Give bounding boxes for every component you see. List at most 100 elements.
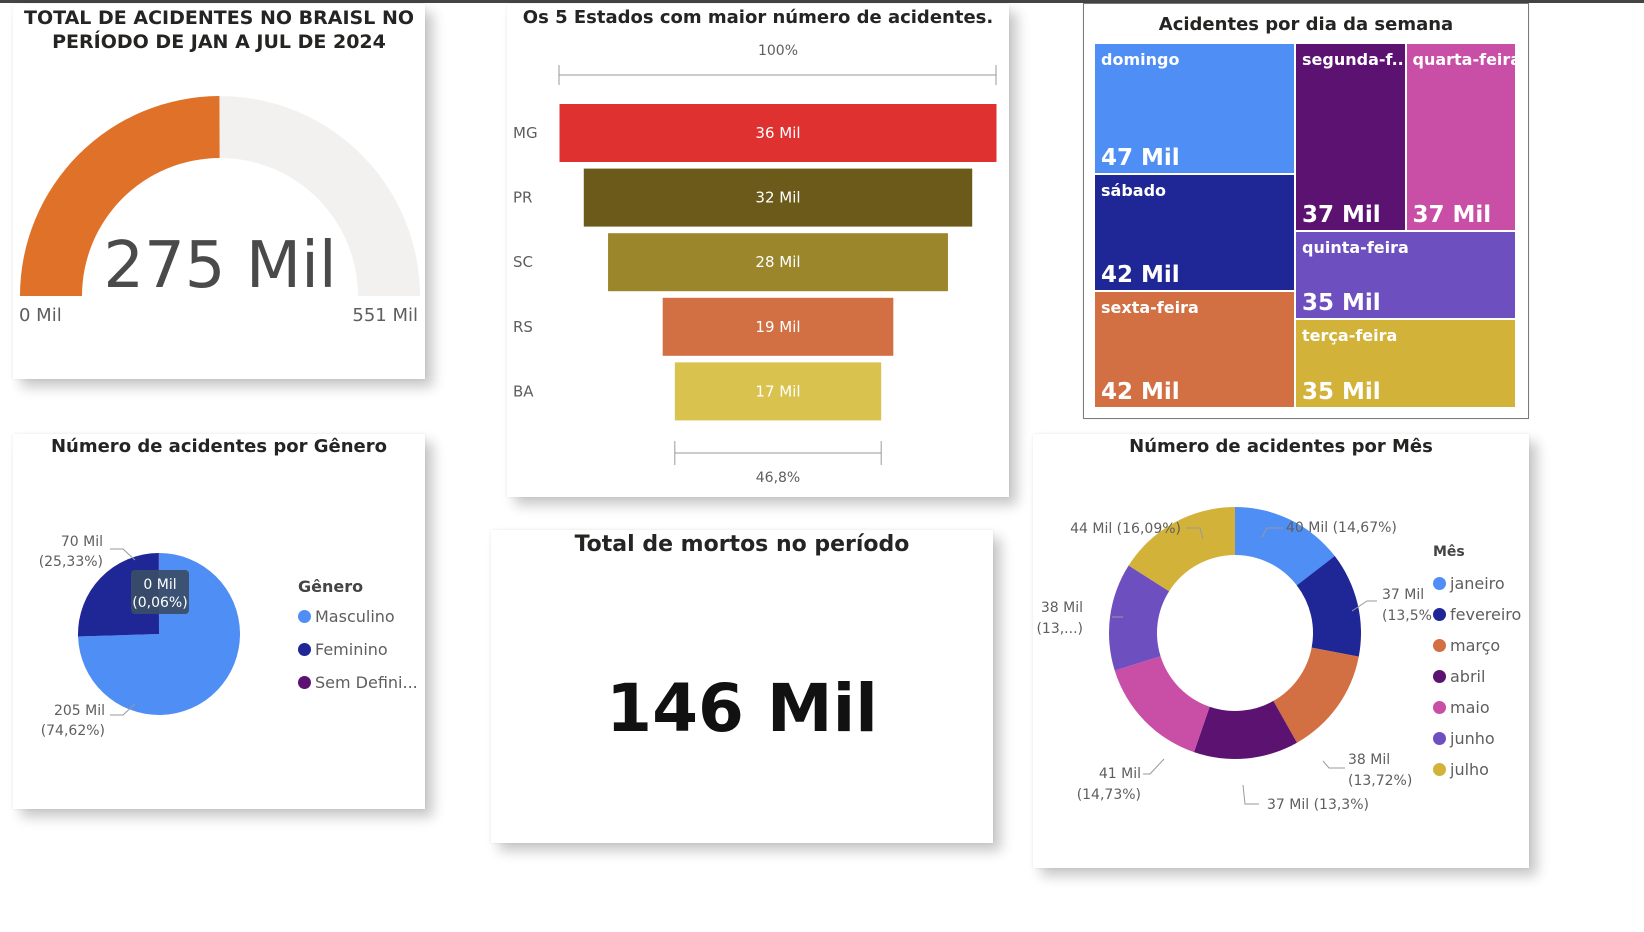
month-legend-item-junho[interactable]: junho: [1433, 723, 1521, 754]
treemap-cell[interactable]: segunda-f... 37 Mil: [1295, 43, 1406, 231]
deaths-title: Total de mortos no período: [574, 532, 910, 557]
month-legend-item-abril[interactable]: abril: [1433, 661, 1521, 692]
legend-label: Feminino: [315, 640, 388, 659]
funnel-title: Os 5 Estados com maior número de acident…: [522, 7, 994, 28]
treemap-cell[interactable]: sábado 42 Mil: [1094, 173, 1296, 291]
funnel-card[interactable]: Os 5 Estados com maior número de acident…: [507, 4, 1009, 497]
gender-pie-chart: 70 Mil (25,33%) 205 Mil (74,62%) 0 Mil (…: [39, 534, 241, 739]
gauge-chart: 275 Mil 0 Mil 551 Mil: [19, 96, 420, 326]
month-label-marco-pct: (13,72%): [1348, 773, 1412, 789]
month-title: Número de acidentes por Mês: [1129, 436, 1433, 457]
month-label-abril: 37 Mil (13,3%): [1267, 797, 1369, 813]
treemap-cell-value: 42 Mil: [1101, 261, 1180, 288]
treemap-cell-label: quarta-feira: [1412, 50, 1515, 69]
gender-legend-title: Gênero: [298, 577, 364, 596]
month-label-fevereiro-pct: (13,5%): [1382, 608, 1433, 624]
month-slice-fevereiro[interactable]: [1296, 556, 1361, 657]
legend-dot-icon: [1433, 639, 1446, 652]
month-slice-abril[interactable]: [1194, 700, 1297, 759]
month-slice-junho[interactable]: [1109, 565, 1170, 671]
legend-label: janeiro: [1450, 574, 1505, 593]
legend-label: fevereiro: [1450, 605, 1522, 624]
funnel-chart: 100% MG 36 Mil PR 32 Mil SC 28 Mil RS 19 Mil BA 1…: [513, 43, 997, 486]
legend-label: Sem Defini...: [315, 673, 418, 692]
gauge-value-label: 275 Mil: [103, 229, 336, 303]
treemap-cell[interactable]: quinta-feira 35 Mil: [1295, 230, 1516, 320]
funnel-value-label: 32 Mil: [755, 189, 800, 207]
month-legend-item-maio[interactable]: maio: [1433, 692, 1521, 723]
gender-tooltip: 0 Mil (0,06%): [131, 570, 189, 614]
treemap-cell-value: 42 Mil: [1101, 378, 1180, 405]
legend-dot-icon: [1433, 670, 1446, 683]
treemap-cell-value: 37 Mil: [1302, 201, 1381, 228]
month-label-janeiro: 40 Mil (14,67%): [1286, 520, 1397, 536]
month-legend-item-fevereiro[interactable]: fevereiro: [1433, 599, 1521, 630]
treemap-cell[interactable]: domingo 47 Mil: [1094, 43, 1296, 174]
month-label-maio-pct: (14,73%): [1077, 787, 1141, 803]
gender-label-masculino-value: 205 Mil: [54, 703, 105, 719]
month-legend-item-julho[interactable]: julho: [1433, 754, 1521, 785]
gender-legend: Gênero Masculino Feminino Sem Defini...: [298, 577, 418, 699]
deaths-card[interactable]: Total de mortos no período 146 Mil: [491, 530, 993, 843]
legend-label: maio: [1450, 698, 1490, 717]
gender-legend-item-feminino[interactable]: Feminino: [298, 633, 418, 666]
legend-dot-icon: [1433, 577, 1446, 590]
gender-tooltip-pct: (0,06%): [132, 595, 187, 611]
treemap-cell[interactable]: quarta-feira 37 Mil: [1405, 43, 1516, 231]
legend-dot-icon: [298, 610, 311, 623]
gender-label-masculino: 205 Mil (74,62%): [41, 703, 136, 739]
gauge-card[interactable]: TOTAL DE ACIDENTES NO BRAISL NO PERÍODO …: [13, 4, 425, 379]
legend-dot-icon: [1433, 608, 1446, 621]
gender-label-feminino: 70 Mil (25,33%): [39, 534, 136, 570]
treemap-card[interactable]: Acidentes por dia da semana domingo 47 Mi…: [1083, 3, 1529, 419]
month-slice-maio[interactable]: [1114, 656, 1210, 753]
gender-label-feminino-pct: (25,33%): [39, 554, 103, 570]
month-legend: Mês janeiro fevereiro março abril maio j…: [1433, 544, 1521, 785]
funnel-bar-pr[interactable]: [583, 168, 973, 227]
funnel-value-label: 36 Mil: [755, 124, 800, 142]
treemap-cell[interactable]: sexta-feira 42 Mil: [1094, 290, 1296, 408]
legend-label: julho: [1450, 760, 1489, 779]
legend-label: Masculino: [315, 607, 395, 626]
funnel-bars: MG 36 Mil PR 32 Mil SC 28 Mil RS 19 Mil BA 17 Mil: [513, 104, 997, 421]
legend-label: março: [1450, 636, 1501, 655]
treemap-cell-value: 35 Mil: [1302, 290, 1381, 317]
gauge-min-label: 0 Mil: [19, 305, 62, 326]
treemap-cell-label: quinta-feira: [1302, 237, 1409, 257]
funnel-category-label: PR: [513, 189, 532, 207]
legend-dot-icon: [298, 676, 311, 689]
month-legend-item-janeiro[interactable]: janeiro: [1433, 568, 1521, 599]
funnel-bar-ba[interactable]: [674, 362, 882, 421]
month-card[interactable]: Número de acidentes por Mês 40 Mil (14,6…: [1033, 434, 1529, 868]
top-border: [0, 0, 1644, 3]
gender-title: Número de acidentes por Gênero: [50, 436, 388, 457]
gauge-title-line1: TOTAL DE ACIDENTES NO BRAISL NO: [23, 7, 414, 29]
month-legend-item-marco[interactable]: março: [1433, 630, 1521, 661]
treemap-cell[interactable]: terça-feira 35 Mil: [1295, 319, 1516, 408]
gender-legend-item-sem-definicao[interactable]: Sem Defini...: [298, 666, 418, 699]
funnel-category-label: BA: [513, 382, 534, 400]
month-slice-julho[interactable]: [1128, 507, 1235, 592]
gauge-max-label: 551 Mil: [352, 305, 418, 326]
gender-card[interactable]: Número de acidentes por Gênero 70 Mil (2…: [13, 434, 425, 809]
treemap-cell-label: sábado: [1101, 180, 1167, 200]
legend-dot-icon: [1433, 701, 1446, 714]
funnel-bottom-pct: 46,8%: [756, 470, 800, 486]
treemap-cell-value: 35 Mil: [1302, 378, 1381, 405]
treemap-cell-label: segunda-f...: [1302, 50, 1405, 69]
treemap-area: domingo 47 Mil sábado 42 Mil sexta-feira 42 M…: [1094, 43, 1516, 408]
month-label-junho-pct: (13,...): [1036, 621, 1083, 637]
month-slice-janeiro[interactable]: [1235, 507, 1335, 586]
gender-label-masculino-pct: (74,62%): [41, 723, 105, 739]
funnel-bar-mg[interactable]: [559, 104, 997, 162]
gender-tooltip-value: 0 Mil: [143, 577, 176, 593]
month-label-julho: 44 Mil (16,09%): [1070, 521, 1181, 537]
funnel-bar-rs[interactable]: [662, 297, 894, 356]
gauge-title-line2: PERÍODO DE JAN A JUL DE 2024: [52, 31, 386, 53]
gender-legend-item-masculino[interactable]: Masculino: [298, 600, 418, 633]
gender-slice-0[interactable]: [78, 553, 241, 715]
treemap-cell-label: sexta-feira: [1101, 297, 1199, 317]
funnel-top-pct: 100%: [758, 43, 798, 59]
month-slice-março[interactable]: [1273, 647, 1359, 743]
funnel-bar-sc[interactable]: [608, 233, 948, 292]
